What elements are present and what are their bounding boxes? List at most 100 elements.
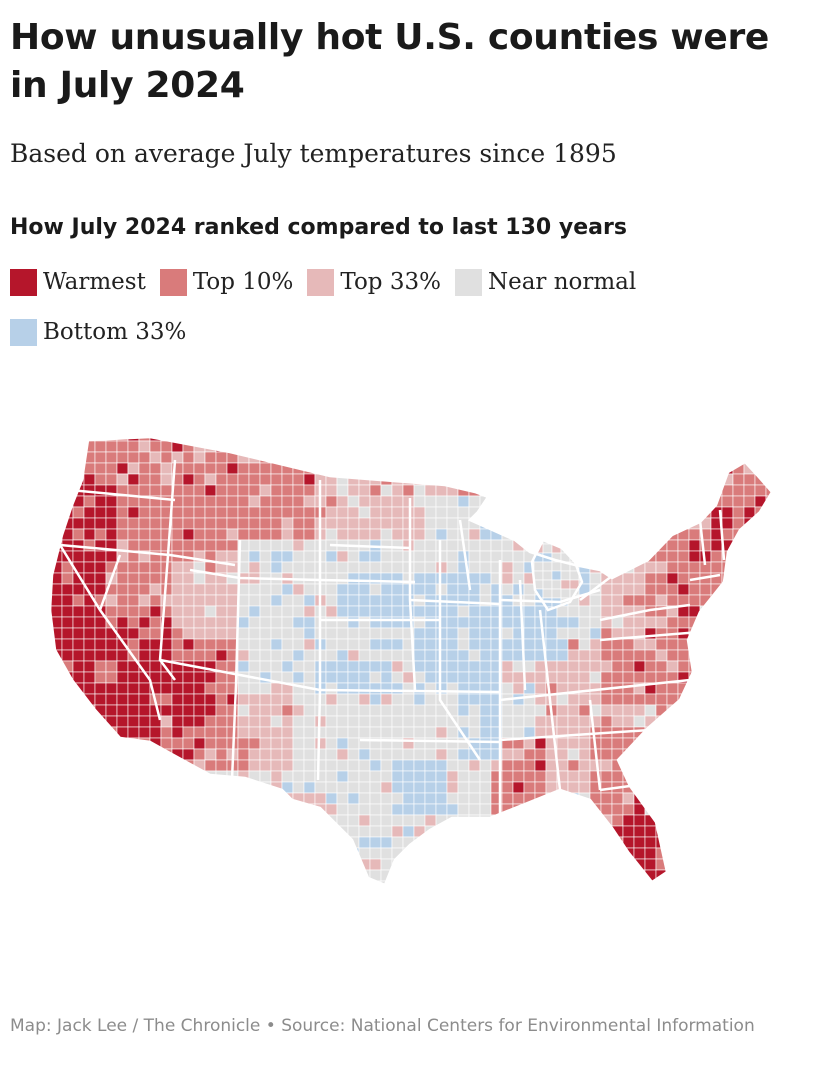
county-cell-bottom33 (534, 880, 547, 885)
county-cell-normal (138, 825, 151, 838)
county-cell-top33 (567, 770, 580, 783)
county-cell-bottom33 (402, 781, 415, 794)
county-cell-top10 (655, 550, 668, 563)
county-cell-top10 (50, 671, 63, 684)
county-cell-normal (457, 759, 470, 772)
county-cell-normal (72, 858, 85, 871)
county-cell-normal (270, 616, 283, 629)
county-cell-normal (446, 759, 459, 772)
county-cell-warmest (94, 693, 107, 706)
county-cell-bottom33 (391, 770, 404, 783)
county-cell-normal (336, 803, 349, 816)
county-cell-normal (248, 682, 261, 695)
county-cell-top33 (545, 759, 558, 772)
county-cell-normal (226, 869, 239, 882)
county-cell-normal (292, 836, 305, 849)
county-cell-normal (358, 506, 371, 519)
county-cell-top33 (336, 528, 349, 541)
county-cell-bottom33 (446, 638, 459, 651)
county-cell-normal (677, 759, 690, 772)
county-cell-top33 (765, 869, 772, 882)
county-cell-top33 (545, 825, 558, 838)
county-cell-top33 (600, 583, 613, 596)
county-cell-normal (523, 451, 536, 464)
county-cell-normal (446, 528, 459, 541)
county-cell-bottom33 (457, 495, 470, 508)
county-cell-top33 (644, 561, 657, 574)
county-cell-top33 (204, 616, 217, 629)
county-cell-top10 (666, 484, 679, 497)
county-cell-top10 (743, 473, 756, 486)
county-cell-top33 (248, 495, 261, 508)
county-cell-warmest (138, 726, 151, 739)
county-cell-top10 (226, 715, 239, 728)
county-cell-bottom33 (347, 792, 360, 805)
county-cell-top33 (204, 748, 217, 761)
county-cell-top10 (743, 550, 756, 563)
county-cell-top33 (292, 539, 305, 552)
county-cell-normal (556, 627, 569, 640)
county-cell-top33 (688, 748, 701, 761)
county-cell-normal (666, 869, 679, 882)
county-cell-normal (743, 792, 756, 805)
county-cell-top33 (721, 770, 734, 783)
county-cell-top33 (600, 704, 613, 717)
county-cell-top10 (754, 539, 767, 552)
county-cell-bottom33 (666, 440, 679, 453)
county-cell-top10 (655, 528, 668, 541)
county-cell-normal (777, 859, 780, 870)
county-cell-bottom33 (765, 627, 772, 640)
county-cell-bottom33 (369, 616, 382, 629)
county-cell-top10 (732, 550, 745, 563)
county-cell-top10 (138, 583, 151, 596)
county-cell-bottom33 (358, 836, 371, 849)
county-cell-bottom33 (556, 649, 569, 662)
county-cell-normal (94, 825, 107, 838)
county-cell-top10 (105, 671, 118, 684)
county-cell-top10 (259, 495, 272, 508)
county-cell-normal (556, 437, 569, 442)
county-cell-normal (402, 451, 415, 464)
county-cell-top10 (138, 484, 151, 497)
county-cell-top33 (402, 528, 415, 541)
county-cell-top33 (512, 682, 525, 695)
county-cell-normal (633, 440, 646, 453)
county-cell-top10 (127, 583, 140, 596)
county-cell-bottom33 (325, 792, 338, 805)
county-cell-top33 (259, 715, 272, 728)
county-cell-normal (479, 759, 492, 772)
county-cell-normal (765, 440, 772, 453)
county-cell-normal (567, 440, 580, 453)
county-cell-top10 (182, 462, 195, 475)
county-cell-bottom33 (446, 627, 459, 640)
county-cell-warmest (72, 649, 85, 662)
county-cell-normal (94, 836, 107, 849)
county-cell-bottom33 (688, 836, 701, 849)
county-cell-top33 (226, 550, 239, 563)
county-cell-top10 (215, 517, 228, 530)
county-cell-top10 (611, 693, 624, 706)
county-cell-bottom33 (193, 880, 206, 885)
county-cell-normal (424, 847, 437, 860)
county-cell-normal (501, 473, 514, 486)
county-cell-top10 (677, 550, 690, 563)
county-cell-top33 (424, 437, 437, 442)
county-cell-top10 (83, 748, 96, 761)
county-cell-top33 (567, 704, 580, 717)
county-cell-top33 (600, 462, 613, 475)
county-cell-top10 (633, 671, 646, 684)
county-cell-top10 (292, 528, 305, 541)
county-cell-top10 (677, 572, 690, 585)
county-cell-top10 (138, 759, 151, 772)
county-cell-normal (710, 759, 723, 772)
county-cell-top33 (578, 770, 591, 783)
county-cell-normal (501, 539, 514, 552)
county-cell-top33 (303, 792, 316, 805)
county-cell-top10 (193, 748, 206, 761)
county-cell-normal (314, 748, 327, 761)
county-cell-top10 (721, 495, 734, 508)
county-cell-normal (259, 858, 272, 871)
county-cell-normal (666, 726, 679, 739)
county-cell-normal (380, 561, 393, 574)
county-cell-normal (655, 803, 668, 816)
